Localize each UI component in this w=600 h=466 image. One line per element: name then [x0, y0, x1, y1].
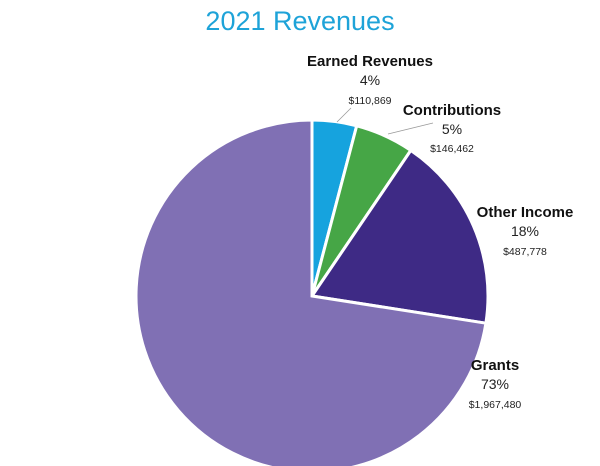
slice-label: Contributions — [403, 102, 501, 119]
slice-label: Earned Revenues — [307, 53, 433, 70]
label-other-income: Other Income 18% $487,778 — [477, 204, 574, 258]
pie-slice-grants — [134, 118, 488, 466]
slice-amount: $487,778 — [503, 246, 547, 258]
slice-amount: $1,967,480 — [469, 399, 522, 411]
slice-percent: 5% — [442, 121, 462, 137]
pie-slices — [134, 118, 490, 466]
slice-amount: $110,869 — [348, 95, 391, 107]
pie-slice-other-income — [309, 148, 490, 325]
label-earned-revenues: Earned Revenues 4% $110,869 — [307, 53, 433, 107]
chart-title: 2021 Revenues — [205, 6, 394, 36]
label-grants: Grants 73% $1,967,480 — [469, 357, 522, 411]
slice-label: Other Income — [477, 204, 574, 221]
leader-line-earned-revenues — [336, 107, 352, 123]
slice-percent: 4% — [360, 72, 380, 88]
slice-percent: 73% — [481, 376, 509, 392]
label-contributions: Contributions 5% $146,462 — [403, 102, 501, 155]
leader-line-contributions — [387, 122, 434, 135]
slice-percent: 18% — [511, 223, 539, 239]
slice-label: Grants — [471, 357, 519, 374]
slice-amount: $146,462 — [430, 143, 474, 155]
